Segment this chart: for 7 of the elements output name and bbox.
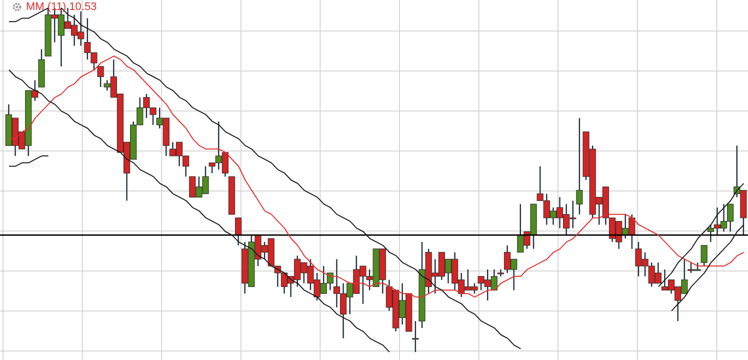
text: MM (11) 10.53 — [26, 1, 97, 13]
candlestick — [576, 117, 583, 216]
candlestick — [700, 244, 708, 267]
candlestick — [235, 217, 242, 246]
candlestick — [97, 66, 104, 88]
candlestick — [497, 268, 504, 277]
candlestick — [412, 320, 419, 353]
